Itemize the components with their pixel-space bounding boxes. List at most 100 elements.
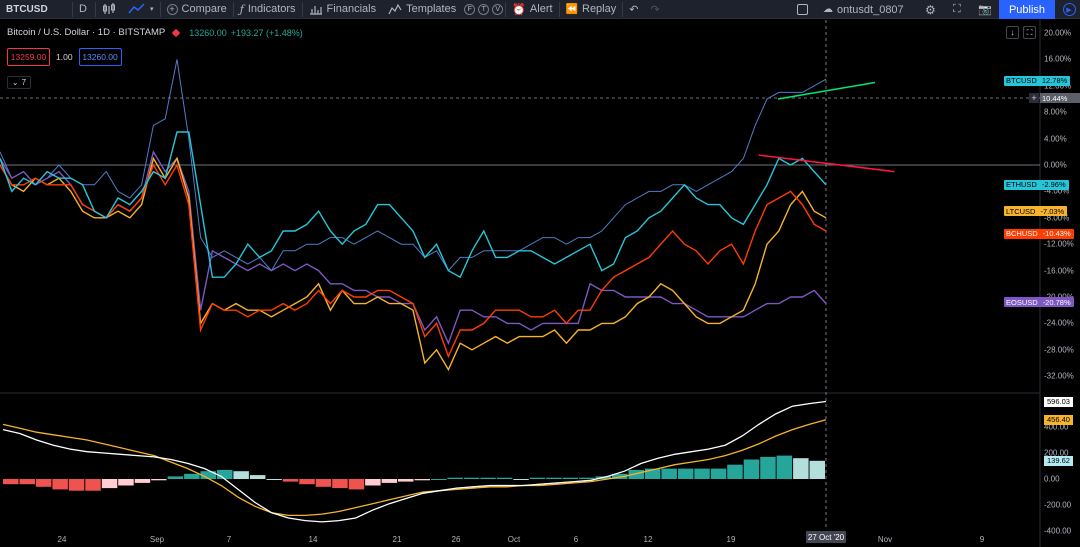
series-line-eosusd[interactable] (0, 149, 827, 346)
indicator-scale-label: 0.00 (1044, 474, 1060, 484)
fullscreen-square-button[interactable] (797, 0, 808, 19)
indicators-label: Indicators (247, 3, 296, 15)
redo-button[interactable]: ↷ (644, 0, 665, 19)
legend-collapse-button[interactable]: ⌄ 7 (7, 76, 31, 89)
symbol-search[interactable]: BTCUSD (6, 3, 48, 15)
price-scale-label: -28.00% (1044, 345, 1074, 355)
histogram-bar (266, 479, 282, 480)
trade-panel: 13259.00 1.00 13260.00 (7, 48, 122, 66)
series-line-bchusd[interactable] (0, 163, 827, 359)
series-tag-eosusd[interactable]: EOSUSD -20.78% (1004, 297, 1074, 308)
snapshot-button[interactable]: 📷 (978, 0, 992, 19)
histogram-bar (447, 477, 463, 479)
price-scale-label: -4.00% (1044, 186, 1070, 196)
macd-line[interactable] (2, 400, 827, 523)
sell-button[interactable]: 13259.00 (7, 48, 50, 66)
histogram-bar (52, 479, 68, 490)
expand-icon: ⛶ (953, 3, 961, 15)
histogram-bar (743, 459, 760, 479)
chevron-down-icon: ⌄ (11, 78, 19, 87)
histogram-bar (628, 469, 644, 479)
scroll-to-bottom-button[interactable]: ↓ (1006, 26, 1019, 39)
series-tag-symbol: BTCUSD (1006, 76, 1037, 86)
series-line-ethusd[interactable] (0, 131, 827, 279)
symbol-legend[interactable]: Bitcoin / U.S. Dollar · 1D · BITSTAMP 13… (7, 27, 303, 38)
publish-button[interactable]: Publish (999, 0, 1055, 19)
time-axis-label: Sep (149, 535, 165, 544)
alert-button[interactable]: ⏰ Alert (506, 0, 558, 19)
play-icon: ▶ (1062, 3, 1076, 16)
layout-name: ontusdt_0807 (837, 3, 904, 16)
histogram-bar (365, 479, 381, 486)
histogram-bar (332, 479, 348, 489)
replay-button[interactable]: ⏪ Replay (560, 0, 623, 19)
price-scale-label: 20.00% (1044, 28, 1072, 38)
indicator-scale-label: -400.00 (1044, 526, 1072, 536)
histogram-bar (579, 477, 595, 479)
trendline-red[interactable] (758, 154, 895, 173)
histogram-bar (315, 479, 332, 487)
histogram-bar (793, 458, 809, 479)
trendline-green[interactable] (777, 81, 876, 100)
series-tag-bchusd[interactable]: BCHUSD -10.43% (1004, 228, 1074, 239)
series-tag-ethusd[interactable]: ETHUSD -2.96% (1004, 179, 1069, 190)
indicator-value-tag: 456.40 (1044, 414, 1073, 425)
signal-line[interactable] (2, 419, 827, 517)
maximize-pane-button[interactable]: ⛶ (1023, 26, 1036, 39)
indicators-button[interactable]: ƒ Indicators (234, 0, 302, 19)
settings-button[interactable]: ⚙ (925, 0, 936, 19)
alarm-clock-icon: ⏰ (512, 3, 526, 16)
histogram-bar (727, 464, 743, 479)
series-tag-btcusd[interactable]: BTCUSD 12.78% (1004, 75, 1071, 86)
template-badge-t[interactable]: T (478, 3, 490, 15)
histogram-bar (776, 455, 793, 479)
histogram-bar (118, 479, 134, 486)
financials-button[interactable]: Financials (303, 0, 383, 19)
indicator-scale-label: 400.00 (1044, 422, 1069, 432)
template-badge-v[interactable]: V (492, 3, 504, 15)
series-line-btcusd[interactable] (0, 59, 827, 272)
histogram-bar (809, 460, 825, 479)
fullscreen-button[interactable]: ⛶ (953, 0, 961, 19)
histogram-bar (200, 471, 216, 479)
symbol-title: Bitcoin / U.S. Dollar · 1D · BITSTAMP (7, 27, 166, 38)
play-button[interactable]: ▶ (1058, 0, 1080, 19)
templates-icon (388, 3, 402, 14)
time-axis-label: Oct (507, 535, 521, 544)
templates-button[interactable]: Templates (382, 0, 462, 19)
time-axis-label: 19 (726, 535, 736, 544)
histogram-bar (184, 473, 200, 479)
divider (301, 1, 303, 17)
histogram-bar (398, 479, 414, 482)
candle-style-button[interactable] (96, 0, 122, 19)
undo-button[interactable]: ↶ (623, 0, 644, 19)
financials-label: Financials (326, 3, 377, 15)
time-axis-label: 21 (392, 535, 402, 544)
price-scale-label: 16.00% (1044, 54, 1072, 64)
plus-icon: + (1031, 93, 1037, 103)
compare-button[interactable]: + Compare (161, 0, 233, 19)
chevron-down-icon: ▾ (150, 6, 154, 13)
histogram-bar (414, 479, 430, 481)
histogram-bar (677, 468, 694, 479)
histogram-bar (546, 477, 562, 479)
square-icon (797, 4, 808, 15)
add-alert-plus-button[interactable]: + (1029, 93, 1039, 103)
divider (95, 1, 96, 17)
line-style-button[interactable]: ▾ (122, 0, 160, 19)
series-line-ltcusd[interactable] (0, 156, 827, 372)
histogram-bar (217, 469, 233, 479)
histogram-bar (68, 479, 85, 491)
layout-name-button[interactable]: ☁ ontusdt_0807 (823, 0, 904, 19)
replay-label: Replay (582, 3, 617, 15)
divider (622, 1, 624, 17)
buy-button[interactable]: 13260.00 (78, 48, 122, 66)
series-tag-ltcusd[interactable]: LTCUSD -7.03% (1004, 206, 1068, 217)
time-axis-label: 14 (308, 535, 318, 544)
histogram-bar (612, 473, 628, 479)
template-badge-f[interactable]: F (464, 3, 476, 15)
alert-label: Alert (529, 3, 553, 15)
histogram-bar (233, 471, 249, 479)
interval-button[interactable]: D (79, 3, 87, 15)
